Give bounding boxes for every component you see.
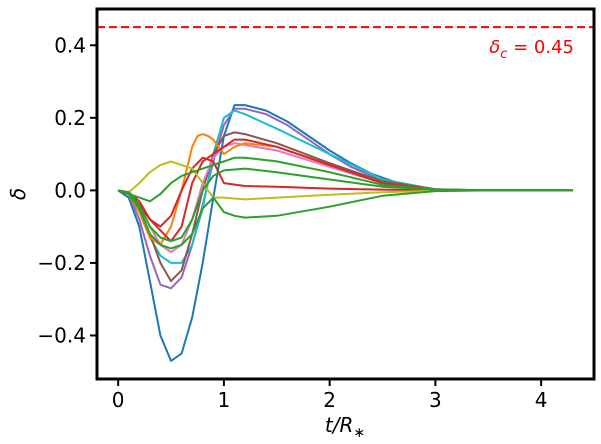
series-line-11 [117,167,573,243]
plot-frame [95,7,596,381]
x-tick-label: 1 [218,388,231,412]
ticks-layer: 0 1 2 3 4 −0.4 −0.2 0.0 0.2 0.4 [37,33,547,412]
series-line-8 [117,156,573,228]
y-tick-label: −0.2 [37,251,86,275]
x-tick-label: 4 [535,388,548,412]
x-axis-label-main: t/R [325,413,353,437]
y-tick-label: 0.0 [54,178,86,202]
threshold-label-subscript: c [500,47,507,62]
y-tick-label: −0.4 [37,323,86,347]
x-tick-label: 2 [323,388,336,412]
y-axis-label: δ [6,188,30,200]
y-tick-label: 0.2 [54,106,86,130]
x-tick-label: 3 [429,388,442,412]
series-layer [117,104,573,362]
threshold-label: δc = 0.45 [489,37,574,62]
threshold-label-symbol: δ [489,37,500,58]
series-line-9 [117,160,573,201]
x-tick-label: 0 [112,388,125,412]
threshold-label-value: = 0.45 [507,37,574,58]
series-line-12 [117,189,573,250]
y-tick-label: 0.4 [54,33,86,57]
x-axis-label-subscript: ∗ [353,425,365,441]
series-line-10 [117,156,573,203]
x-axis-label: t/R∗ [325,413,365,441]
